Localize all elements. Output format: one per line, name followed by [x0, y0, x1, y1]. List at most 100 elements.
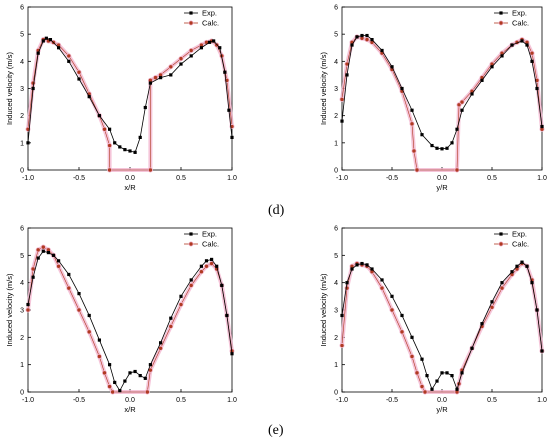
legend-exp-label: Exp. — [512, 9, 527, 18]
exp-point — [97, 114, 101, 118]
y-tick-label: 0 — [20, 390, 24, 397]
calc-point — [107, 143, 113, 149]
calc-point — [409, 353, 415, 359]
calc-point — [188, 282, 194, 288]
plot-frame — [27, 227, 233, 393]
exp-point — [148, 363, 152, 367]
x-tick-label: -0.5 — [73, 175, 85, 182]
calc-point — [144, 389, 150, 395]
exp-point — [87, 95, 91, 99]
exp-point — [143, 105, 147, 110]
legend-exp-marker — [499, 11, 503, 15]
exp-point — [133, 369, 137, 374]
exp-point — [230, 352, 234, 356]
calc-point — [107, 384, 113, 390]
calc-point — [178, 302, 184, 308]
exp-point — [123, 379, 127, 383]
exp-point — [51, 253, 56, 257]
exp-point — [199, 46, 203, 50]
exp-point — [128, 149, 132, 153]
exp-point — [460, 108, 464, 112]
y-tick-label: 6 — [334, 5, 338, 12]
y-axis-label: Induced velocity (m/s) — [319, 273, 328, 346]
x-tick-label: -1.0 — [336, 397, 348, 404]
calc-point — [409, 121, 415, 127]
exp-point — [159, 76, 163, 80]
exp-point — [31, 86, 35, 91]
exp-point — [138, 374, 142, 378]
y-tick-label: 2 — [20, 335, 24, 342]
y-tick-label: 0 — [20, 168, 24, 175]
exp-point — [179, 294, 183, 298]
exp-point — [520, 39, 524, 43]
chart-bottom-right: -1.0 -0.5 0.0 0.5 1.0 0 1 2 3 4 5 6 y/R Induced veloc… — [319, 226, 547, 415]
exp-point — [26, 302, 30, 307]
calc-point — [86, 329, 92, 335]
y-tick-label: 1 — [20, 140, 24, 147]
exp-point — [67, 59, 71, 63]
y-tick-label: 4 — [20, 59, 24, 66]
exp-series-line — [341, 261, 543, 391]
legend-calc-marker — [498, 241, 504, 247]
exp-point — [450, 141, 454, 145]
exp-point — [400, 86, 404, 91]
exp-point — [204, 259, 209, 263]
legend-calc-label: Calc. — [512, 19, 529, 28]
exp-point — [189, 278, 193, 282]
calc-point — [344, 285, 350, 291]
y-tick-label: 2 — [334, 335, 338, 342]
x-axis-label: y/R — [436, 405, 448, 414]
exp-point — [440, 371, 444, 375]
exp-point — [435, 146, 439, 150]
exp-point — [490, 65, 494, 69]
calc-point — [66, 53, 72, 59]
plot-frame — [27, 6, 233, 171]
exp-point — [143, 376, 147, 380]
exp-point — [390, 65, 394, 69]
exp-point — [67, 272, 71, 277]
exp-point — [515, 264, 519, 268]
y-tick-label: 5 — [334, 32, 338, 39]
exp-point — [525, 264, 529, 268]
exp-point — [530, 59, 534, 63]
exp-point — [360, 261, 364, 266]
exp-point — [420, 357, 424, 361]
calc-point — [102, 126, 108, 132]
y-tick-label: 3 — [20, 86, 24, 93]
exp-point — [510, 270, 514, 274]
exp-point — [41, 39, 45, 43]
legend-exp-label: Exp. — [512, 230, 527, 239]
calc-point — [168, 323, 174, 329]
exp-point — [123, 148, 127, 152]
exp-point — [215, 264, 219, 268]
exp-point — [440, 147, 444, 151]
calc-point — [168, 64, 174, 70]
exp-point — [345, 281, 349, 285]
exp-point — [470, 92, 474, 96]
exp-point — [36, 51, 40, 55]
calc-point — [56, 263, 62, 269]
y-tick-label: 1 — [334, 140, 338, 147]
exp-point — [159, 341, 163, 345]
exp-point — [118, 145, 122, 149]
exp-point — [108, 363, 112, 367]
y-axis-label: Induced velocity (m/s) — [5, 273, 14, 346]
exp-point — [212, 39, 216, 43]
exp-point — [400, 313, 404, 318]
x-tick-label: 0.0 — [125, 175, 135, 182]
exp-point — [490, 300, 494, 304]
exp-point — [118, 389, 122, 393]
calc-point — [76, 69, 82, 75]
calc-point — [414, 370, 420, 376]
calc-point — [529, 50, 535, 56]
exp-point — [31, 275, 35, 279]
calc-point — [459, 99, 465, 105]
calc-point — [66, 285, 72, 291]
legend-calc-marker — [188, 241, 194, 247]
plot-frame — [341, 6, 543, 171]
exp-point — [445, 371, 449, 375]
exp-point — [380, 48, 384, 53]
calc-point — [96, 353, 102, 359]
x-tick-label: 1.0 — [227, 175, 237, 182]
